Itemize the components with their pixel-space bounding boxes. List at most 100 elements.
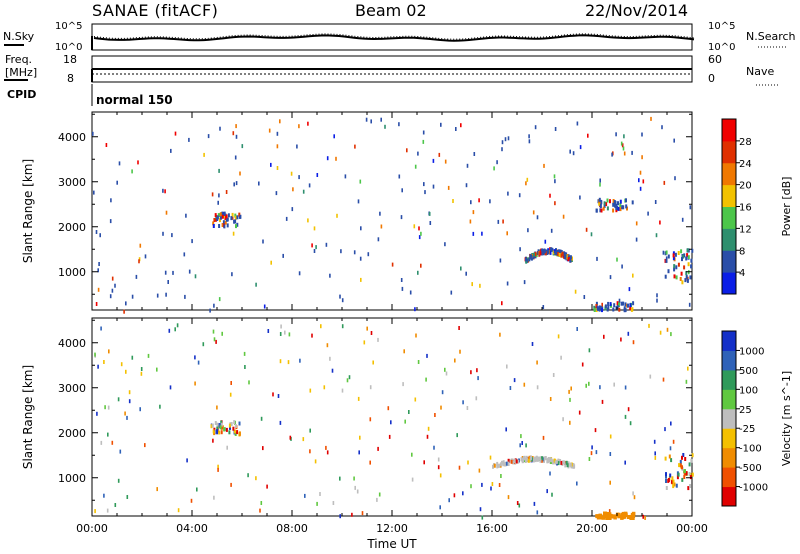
scatter-point: [615, 132, 617, 137]
scatter-point: [144, 443, 146, 448]
scatter-point: [370, 331, 373, 335]
scatter-point: [667, 269, 670, 274]
scatter-point: [125, 369, 127, 374]
scatter-point: [339, 476, 341, 481]
scatter-point: [212, 221, 215, 226]
scatter-point: [216, 422, 219, 427]
scatter-point: [673, 138, 675, 143]
scatter-point: [224, 220, 227, 225]
scatter-point: [260, 416, 263, 421]
scatter-point: [565, 255, 568, 260]
scatter-point: [493, 463, 496, 468]
scatter-point: [647, 211, 649, 216]
scatter-point: [611, 152, 613, 157]
scatter-point: [563, 255, 566, 260]
scatter-point: [194, 355, 196, 360]
scatter-point: [578, 410, 581, 415]
scatter-point: [509, 386, 512, 390]
scatter-point: [599, 204, 602, 208]
scatter-point: [114, 283, 116, 288]
scatter-point: [564, 463, 567, 468]
scatter-point: [408, 410, 410, 414]
scatter-point: [170, 148, 172, 153]
scatter-point: [413, 224, 416, 229]
x-tick-label: 20:00: [576, 522, 608, 535]
scatter-point: [665, 258, 668, 263]
scatter-point: [519, 247, 521, 252]
scatter-point: [549, 250, 552, 255]
scatter-point: [216, 217, 219, 221]
scatter-point: [302, 189, 305, 194]
scatter-point: [662, 250, 665, 255]
colorbar-tick-label: -25: [739, 424, 755, 435]
colorbar-segment: [722, 119, 736, 142]
scatter-point: [279, 420, 282, 425]
noise-panel: [91, 23, 695, 51]
scatter-point: [366, 326, 368, 331]
scatter-point: [400, 278, 403, 282]
scatter-point: [479, 507, 482, 512]
scatter-point: [599, 305, 602, 310]
scatter-point: [360, 226, 362, 231]
scatter-point: [247, 473, 249, 478]
scatter-point: [625, 204, 628, 209]
scatter-point: [106, 508, 109, 513]
scatter-point: [613, 303, 616, 308]
scatter-point: [507, 458, 510, 463]
scatter-point: [672, 484, 675, 489]
scatter-point: [557, 252, 560, 256]
scatter-point: [218, 297, 221, 302]
freq-right-tick-top: 60: [708, 53, 722, 66]
scatter-point: [450, 290, 453, 295]
scatter-point: [212, 224, 215, 228]
scatter-point: [213, 218, 216, 222]
scatter-point: [418, 226, 420, 231]
scatter-point: [632, 491, 634, 496]
scatter-point: [144, 254, 147, 259]
scatter-point: [642, 179, 645, 184]
scatter-point: [417, 151, 419, 156]
scatter-point: [606, 307, 609, 312]
nsearch-label: N.Search: [746, 30, 796, 43]
scatter-point: [542, 305, 545, 309]
scatter-point: [603, 204, 606, 208]
scatter-point: [600, 208, 603, 213]
scatter-point: [268, 128, 271, 133]
colorbar-tick-label: -100: [739, 444, 762, 455]
scatter-point: [255, 282, 257, 287]
scatter-point: [333, 134, 335, 139]
scatter-point: [418, 235, 421, 240]
scatter-point: [688, 472, 691, 476]
scatter-point: [689, 475, 692, 480]
scatter-point: [549, 397, 552, 401]
scatter-point: [598, 307, 601, 312]
freq-left-tick-top: 18: [63, 53, 77, 66]
scatter-point: [680, 271, 683, 276]
scatter-point: [627, 407, 630, 412]
scatter-point: [641, 132, 643, 137]
scatter-point: [612, 202, 615, 207]
scatter-point: [644, 516, 646, 520]
scatter-point: [631, 514, 636, 518]
scatter-point: [588, 457, 591, 461]
scatter-point: [211, 423, 214, 428]
scatter-point: [664, 274, 667, 279]
colorbar-segment: [722, 486, 736, 507]
scatter-point: [387, 406, 390, 411]
scatter-point: [618, 302, 620, 307]
scatter-point: [165, 292, 167, 297]
noise-search-line: [93, 33, 695, 40]
scatter-point: [596, 306, 599, 311]
freq-label-2: [MHz]: [5, 66, 37, 79]
scatter-point: [536, 360, 538, 365]
scatter-point: [620, 301, 623, 306]
scatter-point: [677, 472, 680, 477]
scatter-point: [523, 280, 526, 285]
scatter-point: [313, 249, 316, 253]
scatter-point: [675, 275, 678, 280]
x-axis-label: Time UT: [366, 537, 417, 551]
scatter-point: [588, 348, 591, 353]
scatter-point: [215, 339, 217, 344]
scatter-point: [624, 385, 627, 390]
scatter-point: [126, 495, 129, 499]
